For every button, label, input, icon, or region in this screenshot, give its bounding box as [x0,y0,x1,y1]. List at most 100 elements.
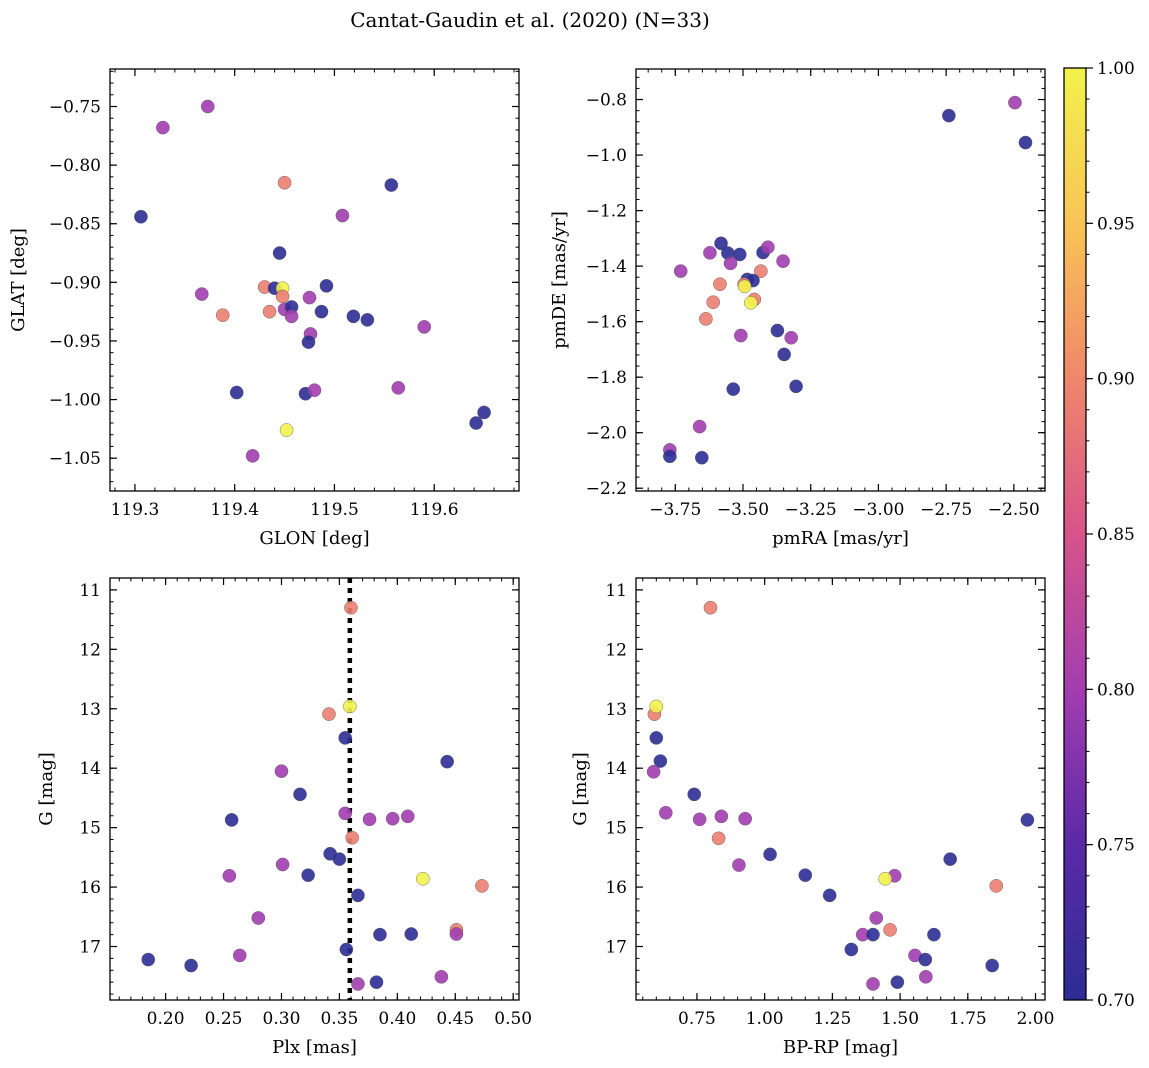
data-point [416,871,430,886]
data-point [343,699,357,714]
y-tick-label: 14 [605,759,627,779]
data-point [706,295,720,310]
data-point [417,320,432,334]
data-point [869,911,884,925]
data-point [279,423,294,437]
data-point [714,809,729,824]
data-point [477,405,491,420]
data-point [293,787,307,802]
y-tick-label: −0.8 [586,91,627,111]
data-point [844,942,859,957]
y-axis-label: pmDE [mas/yr] [549,211,570,349]
data-point [314,304,329,319]
data-point [272,246,287,260]
axes-frame [109,577,520,1001]
data-point [284,309,299,324]
x-tick-label: 119.5 [310,500,359,520]
data-point [687,787,702,802]
x-tick-label: 1.25 [813,1009,851,1029]
data-point [866,977,880,991]
data-point [663,449,677,464]
x-tick-label: 1.00 [746,1009,784,1029]
data-point [673,264,688,278]
data-point [942,108,956,123]
data-point [156,120,170,135]
x-axis-label: pmRA [mas/yr] [772,528,909,549]
data-point [737,279,752,294]
data-point [890,975,905,989]
data-point [469,416,483,430]
data-point [943,852,957,866]
y-tick-label: −1.4 [586,257,627,277]
x-tick-label: 0.45 [436,1009,474,1029]
data-point [713,277,727,291]
y-tick-label: 14 [79,759,101,779]
data-point [277,175,292,190]
data-point [434,970,449,984]
colorbar: 0.70 0.75 0.80 0.85 0.90 0.95 1.00 [1063,59,1135,1011]
x-tick-label: 119.3 [111,500,160,520]
colorbar-tick-label: 0.75 [1097,836,1135,856]
data-point [275,857,290,872]
data-point [338,731,353,745]
y-tick-label: 16 [79,878,101,898]
x-tick-label: 0.25 [205,1009,243,1029]
data-point [649,699,664,714]
y-tick-label: 12 [79,640,101,660]
data-point [734,328,748,343]
data-point [449,927,464,941]
x-tick-label: −2.50 [988,500,1040,520]
data-point [649,731,664,745]
data-point [339,942,354,957]
data-point [251,911,266,925]
colorbar-tick-label: 0.85 [1097,525,1135,545]
axes-frame [635,577,1046,1001]
y-tick-label: −1.2 [586,202,627,222]
data-point [475,879,489,893]
data-point [404,927,419,941]
x-axis-label: Plx [mas] [272,1037,357,1058]
colorbar-tick-label: 0.80 [1097,680,1135,700]
panel-pmra-pmde: −3.75 −3.50 −3.25 −3.00 −2.75 −2.50 −0.8 −1.0 −1… [549,68,1046,549]
data-point [184,958,198,973]
y-tick-label: 13 [605,700,627,720]
y-tick-label: −0.90 [49,273,101,293]
data-point [658,805,673,820]
data-point [866,927,880,942]
data-point [918,952,933,967]
x-tick-label: 0.35 [320,1009,358,1029]
data-point [344,600,358,615]
data-point [200,99,215,114]
y-tick-label: 13 [79,700,101,720]
y-tick-label: 17 [605,938,627,958]
data-point [440,754,454,769]
data-point [761,240,775,255]
y-tick-label: −0.95 [49,332,101,352]
y-axis-label: GLAT [deg] [8,228,29,332]
x-tick-label: 0.20 [147,1009,185,1029]
x-tick-label: 2.00 [1017,1009,1055,1029]
data-point [1008,95,1022,110]
data-point [141,952,156,967]
data-point [703,600,718,615]
data-point [714,236,728,251]
data-point [878,871,892,886]
y-axis-label: G [mag] [36,752,57,825]
data-point [391,381,406,395]
x-tick-label: 0.30 [263,1009,301,1029]
data-point [274,764,289,778]
data-point [784,330,799,345]
data-point [732,247,747,262]
data-point [335,208,350,223]
data-point [798,868,813,882]
y-tick-label: −1.00 [49,391,101,411]
y-tick-label: 15 [605,819,627,839]
data-point [222,868,237,883]
data-point [369,975,384,989]
y-tick-label: −1.6 [586,313,627,333]
data-point [738,811,752,826]
data-point [400,809,415,824]
y-tick-label: −1.05 [49,449,101,469]
data-point [362,812,377,827]
data-point [723,256,738,271]
